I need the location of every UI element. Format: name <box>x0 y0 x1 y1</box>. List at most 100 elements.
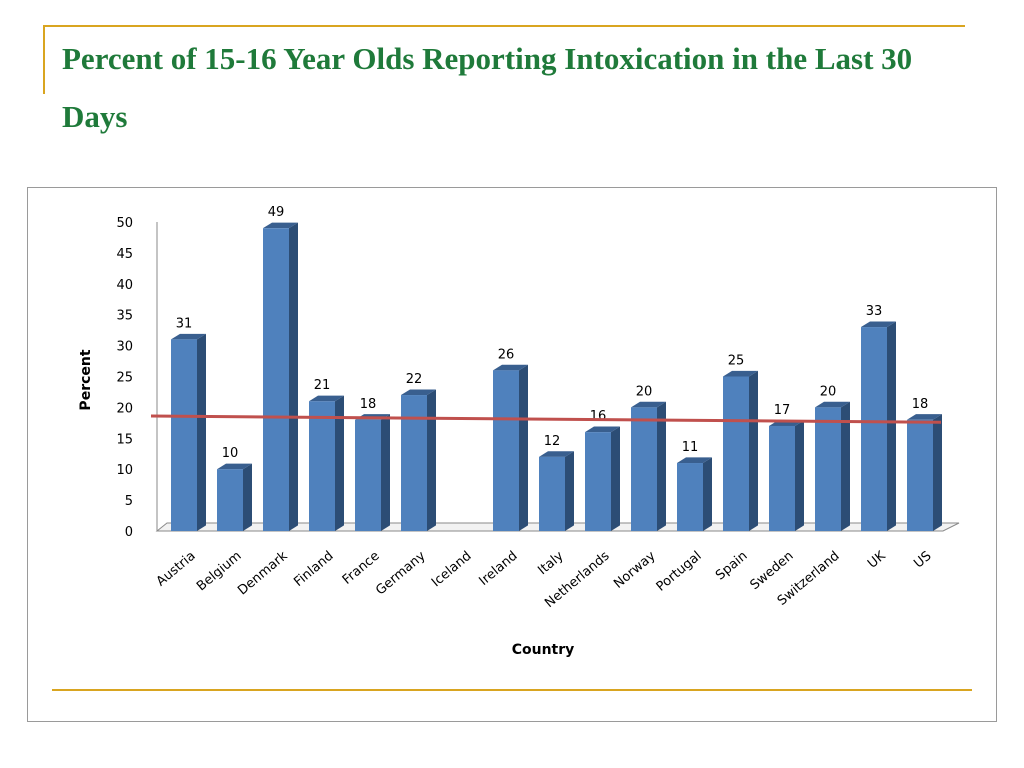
y-tick-label: 25 <box>116 371 133 386</box>
data-label: 11 <box>682 440 699 455</box>
bar: 16 <box>585 409 620 531</box>
bar: 12 <box>539 434 574 531</box>
bar-front <box>217 469 243 531</box>
x-tick-label: Austria <box>154 549 199 590</box>
bar-side <box>289 222 298 531</box>
bar: 21 <box>309 378 344 531</box>
data-label: 31 <box>176 316 193 331</box>
bar-side <box>427 389 436 531</box>
slide-title: Percent of 15-16 Year Olds Reporting Int… <box>62 41 913 134</box>
bar-side <box>887 321 896 531</box>
x-tick-label: Portugal <box>654 549 705 595</box>
x-tick-label: Spain <box>713 549 750 584</box>
x-tick-label: Finland <box>291 549 336 590</box>
x-tick-label: France <box>340 549 383 588</box>
bar: 20 <box>815 384 850 531</box>
y-tick-label: 20 <box>116 401 133 416</box>
bar-side <box>703 457 712 531</box>
x-tick-label: Iceland <box>429 549 475 591</box>
bar-front <box>769 425 795 531</box>
bar-side <box>933 414 942 531</box>
bar-top <box>631 401 666 408</box>
bar-top <box>493 364 528 371</box>
data-label: 20 <box>820 384 837 399</box>
bar-front <box>907 419 933 531</box>
bar-front <box>309 401 335 531</box>
bottom-rule <box>52 689 972 691</box>
bar-top <box>217 463 252 470</box>
bar-side <box>197 333 206 531</box>
bar: 22 <box>401 372 436 531</box>
bar-front <box>263 228 289 531</box>
y-tick-label: 15 <box>116 432 133 447</box>
bar-front <box>493 370 519 531</box>
x-tick-label: Denmark <box>235 548 291 598</box>
bar-side <box>795 420 804 531</box>
trendline <box>150 414 942 424</box>
data-label: 12 <box>544 434 561 449</box>
bar: 20 <box>631 384 666 531</box>
bar-front <box>355 419 381 531</box>
bar-top <box>815 401 850 408</box>
chart-bars: 31 10 49 21 18 22 26 12 16 20 11 25 17 20 33 18 <box>171 205 942 531</box>
y-tick-label: 0 <box>125 525 133 540</box>
bar-front <box>171 339 197 531</box>
title-top-rule <box>43 25 965 27</box>
data-label: 20 <box>636 384 653 399</box>
x-tick-label: Italy <box>535 548 566 578</box>
x-tick-label: US <box>911 549 934 572</box>
bar-side <box>657 401 666 531</box>
data-label: 49 <box>268 205 285 220</box>
bar-side <box>335 395 344 531</box>
bar: 25 <box>723 354 758 531</box>
bar-top <box>263 222 298 229</box>
bar: 33 <box>861 304 896 531</box>
y-tick-label: 5 <box>125 494 133 509</box>
bar-front <box>401 395 427 531</box>
bar-front <box>585 432 611 531</box>
bar-side <box>243 463 252 531</box>
y-tick-label: 45 <box>116 247 133 262</box>
bar-side <box>749 370 758 531</box>
y-tick-labels: 0 5 10 15 20 25 30 35 40 45 50 <box>116 216 133 540</box>
x-axis-title: Country <box>512 642 575 658</box>
x-tick-label: UK <box>865 548 889 571</box>
bar: 31 <box>171 316 206 531</box>
bar-side <box>519 364 528 531</box>
bar: 18 <box>907 397 942 531</box>
y-axis-title: Percent <box>78 349 94 410</box>
bar: 26 <box>493 347 528 531</box>
bar-front <box>631 407 657 531</box>
y-tick-label: 40 <box>116 278 133 293</box>
data-label: 26 <box>498 347 515 362</box>
bar-top <box>171 333 206 340</box>
bar-front <box>677 463 703 531</box>
data-label: 17 <box>774 403 791 418</box>
bar-side <box>611 426 620 531</box>
y-tick-label: 35 <box>116 309 133 324</box>
x-tick-label: Germany <box>373 548 429 598</box>
data-label: 10 <box>222 446 239 461</box>
data-label: 16 <box>590 409 607 424</box>
bar-top <box>907 414 942 420</box>
bar-top <box>309 395 344 402</box>
bar-top <box>539 451 574 457</box>
bar-side <box>841 401 850 531</box>
bar-top <box>723 370 758 377</box>
data-label: 18 <box>360 397 377 412</box>
bar: 17 <box>769 403 804 531</box>
data-label: 21 <box>314 378 331 393</box>
y-tick-label: 30 <box>116 340 133 355</box>
data-label: 33 <box>866 304 883 319</box>
bar: 49 <box>263 205 298 531</box>
bar-top <box>861 321 896 328</box>
y-tick-label: 10 <box>116 463 133 478</box>
title-left-rule <box>43 26 45 94</box>
bar-side <box>565 451 574 531</box>
bar-front <box>539 456 565 531</box>
data-label: 25 <box>728 354 745 369</box>
bar-front <box>815 407 841 531</box>
x-tick-label: Norway <box>611 548 659 591</box>
y-tick-label: 50 <box>116 216 133 231</box>
